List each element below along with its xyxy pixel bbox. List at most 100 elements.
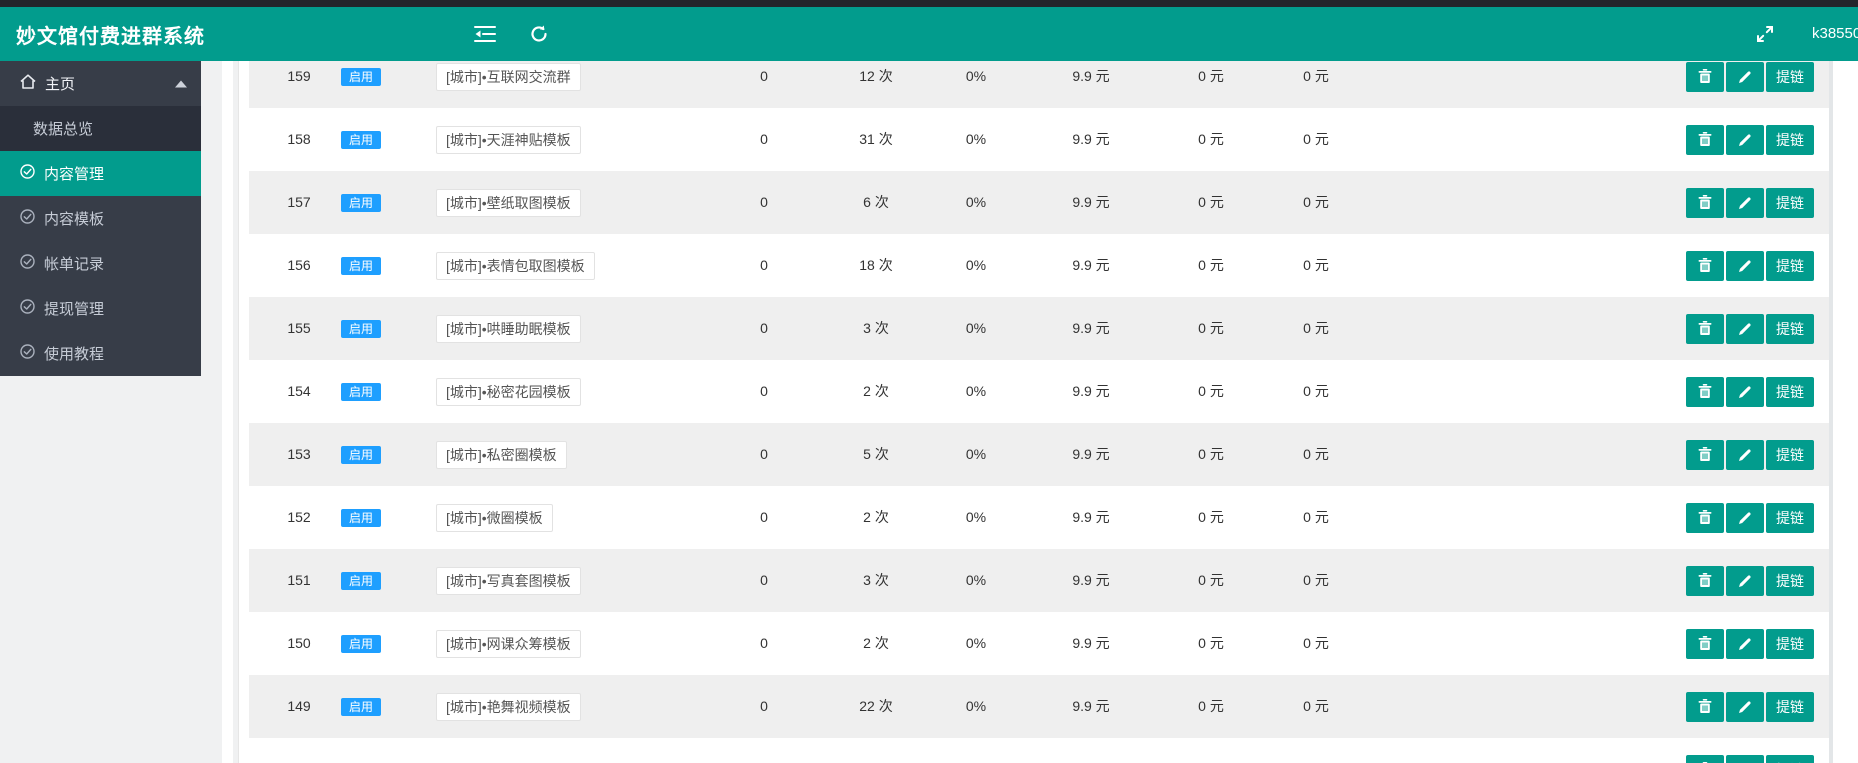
- sidebar-item-4[interactable]: 提现管理: [0, 286, 201, 331]
- home-icon: [20, 74, 36, 93]
- row-count: [714, 738, 814, 763]
- delete-button[interactable]: [1686, 754, 1724, 763]
- edit-button[interactable]: [1726, 565, 1764, 596]
- delete-button[interactable]: [1686, 628, 1724, 659]
- status-badge: 启用: [341, 67, 382, 86]
- edit-button[interactable]: [1726, 61, 1764, 92]
- row-count: 0: [760, 383, 768, 399]
- table-vertical-scrollbar[interactable]: [1829, 61, 1833, 763]
- fullscreen-icon[interactable]: [1756, 25, 1774, 43]
- edit-button[interactable]: [1726, 628, 1764, 659]
- delete-button[interactable]: [1686, 250, 1724, 281]
- get-link-button[interactable]: 提链: [1766, 313, 1814, 344]
- row-actions: 提链: [1686, 565, 1814, 596]
- template-name-field[interactable]: [城市]•艳舞视频模板: [436, 693, 581, 722]
- template-name-field[interactable]: [城市]•天涯神贴模板: [436, 126, 581, 155]
- row-income2: 0 元: [1303, 383, 1329, 399]
- delete-button[interactable]: [1686, 691, 1724, 722]
- sidebar-item-5[interactable]: 使用教程: [0, 331, 201, 376]
- row-income2: 0 元: [1303, 446, 1329, 462]
- menu-fold-icon[interactable]: [474, 25, 496, 43]
- content-left-scrollbar[interactable]: [222, 61, 233, 763]
- trash-icon: [1698, 321, 1712, 336]
- get-link-button[interactable]: 提链: [1766, 376, 1814, 407]
- delete-button[interactable]: [1686, 313, 1724, 344]
- edit-button[interactable]: [1726, 439, 1764, 470]
- get-link-button[interactable]: 提链: [1766, 628, 1814, 659]
- row-times: 3 次: [863, 320, 889, 336]
- row-times: 2 次: [863, 635, 889, 651]
- current-username[interactable]: k38550: [1812, 25, 1858, 42]
- edit-button[interactable]: [1726, 313, 1764, 344]
- template-name-field[interactable]: [城市]•哄睡助眠模板: [436, 315, 581, 344]
- trash-icon: [1698, 573, 1712, 588]
- row-actions: 提链: [1686, 187, 1814, 218]
- check-circle-icon: [20, 344, 35, 363]
- row-id: 159: [287, 68, 311, 84]
- template-name-field[interactable]: [城市]•私密圈模板: [436, 441, 567, 470]
- get-link-button[interactable]: 提链: [1766, 250, 1814, 281]
- row-times: 2 次: [863, 509, 889, 525]
- row-count: 0: [760, 572, 768, 588]
- sidebar-item-home[interactable]: 主页: [0, 61, 201, 106]
- get-link-button[interactable]: 提链: [1766, 691, 1814, 722]
- delete-button[interactable]: [1686, 502, 1724, 533]
- template-name-field[interactable]: [城市]•网课众筹模板: [436, 630, 581, 659]
- refresh-icon[interactable]: [530, 25, 548, 43]
- row-price: 9.9 元: [1072, 320, 1110, 336]
- edit-button[interactable]: [1726, 691, 1764, 722]
- row-percent: 0%: [965, 194, 987, 210]
- template-name-field[interactable]: [城市]•互联网交流群: [436, 63, 581, 92]
- row-count: 0: [760, 131, 768, 147]
- delete-button[interactable]: [1686, 439, 1724, 470]
- trash-icon: [1698, 510, 1712, 525]
- get-link-button[interactable]: 提链: [1766, 61, 1814, 92]
- get-link-button[interactable]: 提链: [1766, 187, 1814, 218]
- row-actions: 提链: [1686, 628, 1814, 659]
- edit-button[interactable]: [1726, 250, 1764, 281]
- pencil-icon: [1738, 133, 1752, 147]
- get-link-button[interactable]: 提链: [1766, 439, 1814, 470]
- sidebar-item-2[interactable]: 内容模板: [0, 196, 201, 241]
- sidebar-item-label: 帐单记录: [44, 256, 105, 273]
- row-count: 0: [760, 194, 768, 210]
- template-name-field[interactable]: [城市]•壁纸取图模板: [436, 189, 581, 218]
- content-table: 159 启用 [城市]•互联网交流群 0 12 次 0% 9.9 元 0 元 0…: [249, 61, 1829, 763]
- delete-button[interactable]: [1686, 61, 1724, 92]
- delete-button[interactable]: [1686, 565, 1724, 596]
- sidebar-item-3[interactable]: 帐单记录: [0, 241, 201, 286]
- edit-button[interactable]: [1726, 376, 1764, 407]
- template-name-field[interactable]: [城市]•表情包取图模板: [436, 252, 595, 281]
- status-badge: 启用: [341, 256, 382, 275]
- sidebar-item-0[interactable]: 数据总览: [0, 106, 201, 151]
- edit-button[interactable]: [1726, 187, 1764, 218]
- row-percent: 0%: [965, 698, 987, 714]
- row-price: 9.9 元: [1072, 698, 1110, 714]
- row-price: 9.9 元: [1072, 131, 1110, 147]
- row-actions: 提链: [1686, 691, 1814, 722]
- get-link-button[interactable]: 提链: [1766, 124, 1814, 155]
- get-link-button[interactable]: 提链: [1766, 502, 1814, 533]
- table-row: 150 启用 [城市]•网课众筹模板 0 2 次 0% 9.9 元 0 元 0 …: [249, 612, 1829, 675]
- edit-button[interactable]: [1726, 754, 1764, 763]
- delete-button[interactable]: [1686, 187, 1724, 218]
- row-count: 0: [760, 320, 768, 336]
- row-id: 152: [287, 509, 311, 525]
- status-badge: 启用: [341, 382, 382, 401]
- edit-button[interactable]: [1726, 502, 1764, 533]
- edit-button[interactable]: [1726, 124, 1764, 155]
- template-name-field[interactable]: [城市]•微圈模板: [436, 504, 553, 533]
- row-income2: 0 元: [1303, 635, 1329, 651]
- row-percent: 0%: [965, 635, 987, 651]
- get-link-button[interactable]: 提链: [1766, 565, 1814, 596]
- sidebar-item-1[interactable]: 内容管理: [0, 151, 201, 196]
- get-link-button[interactable]: 提链: [1766, 754, 1814, 763]
- delete-button[interactable]: [1686, 376, 1724, 407]
- row-name-cell: [城市]•壁纸取图模板: [436, 171, 736, 234]
- row-times: 6 次: [863, 194, 889, 210]
- template-name-field[interactable]: [城市]•写真套图模板: [436, 567, 581, 596]
- row-name-cell: [城市]•天涯神贴模板: [436, 108, 736, 171]
- row-income2: [1266, 738, 1366, 763]
- delete-button[interactable]: [1686, 124, 1724, 155]
- template-name-field[interactable]: [城市]•秘密花园模板: [436, 378, 581, 407]
